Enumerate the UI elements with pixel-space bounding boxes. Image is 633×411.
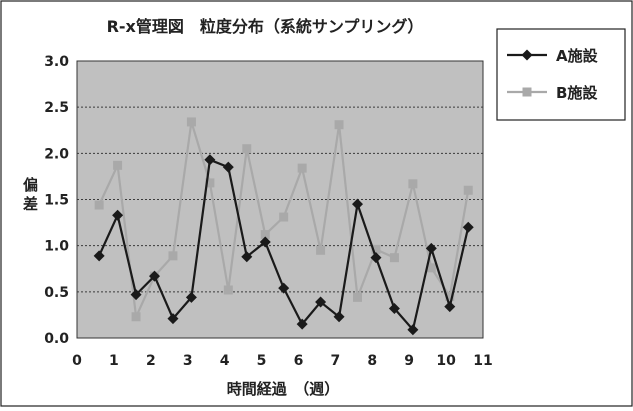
- x-tick-label: 10: [436, 353, 456, 369]
- series-a-point: [462, 221, 474, 233]
- y-tick-label: 0.0: [44, 331, 69, 347]
- series-a-point: [407, 324, 419, 336]
- series-b-point: [279, 212, 289, 222]
- legend-item-a-marker: [521, 49, 533, 61]
- y-tick-label: 2.0: [44, 146, 69, 162]
- series-a-point: [241, 251, 253, 263]
- legend-box: [496, 28, 626, 121]
- series-b-point: [334, 120, 344, 130]
- series-a-point: [222, 161, 234, 173]
- x-tick-label: 4: [220, 353, 230, 369]
- series-b-point: [223, 285, 233, 295]
- legend-item-b-label: B施設: [556, 84, 598, 102]
- x-tick-label: 5: [257, 353, 267, 369]
- x-tick-label: 0: [72, 353, 82, 369]
- x-tick-label: 9: [404, 353, 414, 369]
- x-tick-label: 1: [109, 353, 119, 369]
- series-b-point: [371, 244, 381, 254]
- series-a-point: [167, 313, 179, 325]
- series-a-point: [112, 209, 124, 221]
- series-a-point: [259, 236, 271, 248]
- series-b-point: [389, 253, 399, 263]
- series-a-point: [278, 282, 290, 294]
- y-tick-label: 1.5: [44, 193, 69, 209]
- series-a-point: [388, 302, 400, 314]
- series-a-point: [370, 252, 382, 264]
- y-tick-labels: 0.0 0.5 1.0 1.5 2.0 2.5 3.0: [44, 54, 69, 347]
- series-b-point: [113, 160, 123, 170]
- legend-items: A施設 B施設: [507, 47, 599, 102]
- x-axis-label: 時間経過 （週）: [227, 380, 340, 398]
- x-tick-label: 3: [183, 353, 193, 369]
- series-b-point: [426, 263, 436, 273]
- series-b-point: [205, 178, 215, 188]
- series-b-point: [168, 251, 178, 261]
- series-a-point: [315, 296, 327, 308]
- x-tick-label: 8: [367, 353, 377, 369]
- series-a-point: [352, 198, 364, 210]
- series-a-point: [425, 242, 437, 254]
- series-a-point: [130, 289, 142, 301]
- series-b-point: [408, 179, 418, 189]
- series-b-point: [445, 291, 455, 301]
- series-a-point: [185, 291, 197, 303]
- series-a-point: [296, 318, 308, 330]
- y-tick-label: 1.0: [44, 239, 69, 255]
- series-b-point: [260, 230, 270, 240]
- y-axis-label: 偏差: [21, 176, 39, 215]
- series-b-point: [94, 200, 104, 210]
- x-tick-label: 11: [473, 353, 492, 369]
- legend-item-b: B施設: [507, 84, 598, 102]
- series-a-point: [333, 311, 345, 323]
- legend-item-a-label: A施設: [556, 47, 599, 65]
- series-b-point: [316, 245, 326, 255]
- series-b-point: [463, 185, 473, 195]
- legend-item-b-marker: [522, 87, 532, 97]
- series-layer: [93, 117, 474, 336]
- legend-item-a: A施設: [507, 47, 599, 65]
- y-tick-label: 0.5: [44, 285, 69, 301]
- series-b-point: [186, 117, 196, 127]
- series-b-point: [131, 312, 141, 322]
- series-a-point: [444, 301, 456, 313]
- chart-title: R-x管理図 粒度分布（系統サンプリング）: [107, 17, 424, 36]
- series-b-point: [297, 163, 307, 173]
- series-a-point: [204, 154, 216, 166]
- x-tick-label: 6: [294, 353, 304, 369]
- series-a-point: [93, 250, 105, 262]
- y-tick-label: 3.0: [44, 54, 69, 70]
- x-tick-labels: 0 1 2 3 4 5 6 7 8 9 10 11: [72, 353, 493, 369]
- y-tick-label: 2.5: [44, 100, 69, 116]
- series-b-point: [242, 144, 252, 154]
- series-b-point: [353, 292, 363, 302]
- x-tick-label: 2: [146, 353, 156, 369]
- series-a-point: [149, 270, 161, 282]
- legend: A施設 B施設: [496, 28, 626, 121]
- x-tick-label: 7: [330, 353, 340, 369]
